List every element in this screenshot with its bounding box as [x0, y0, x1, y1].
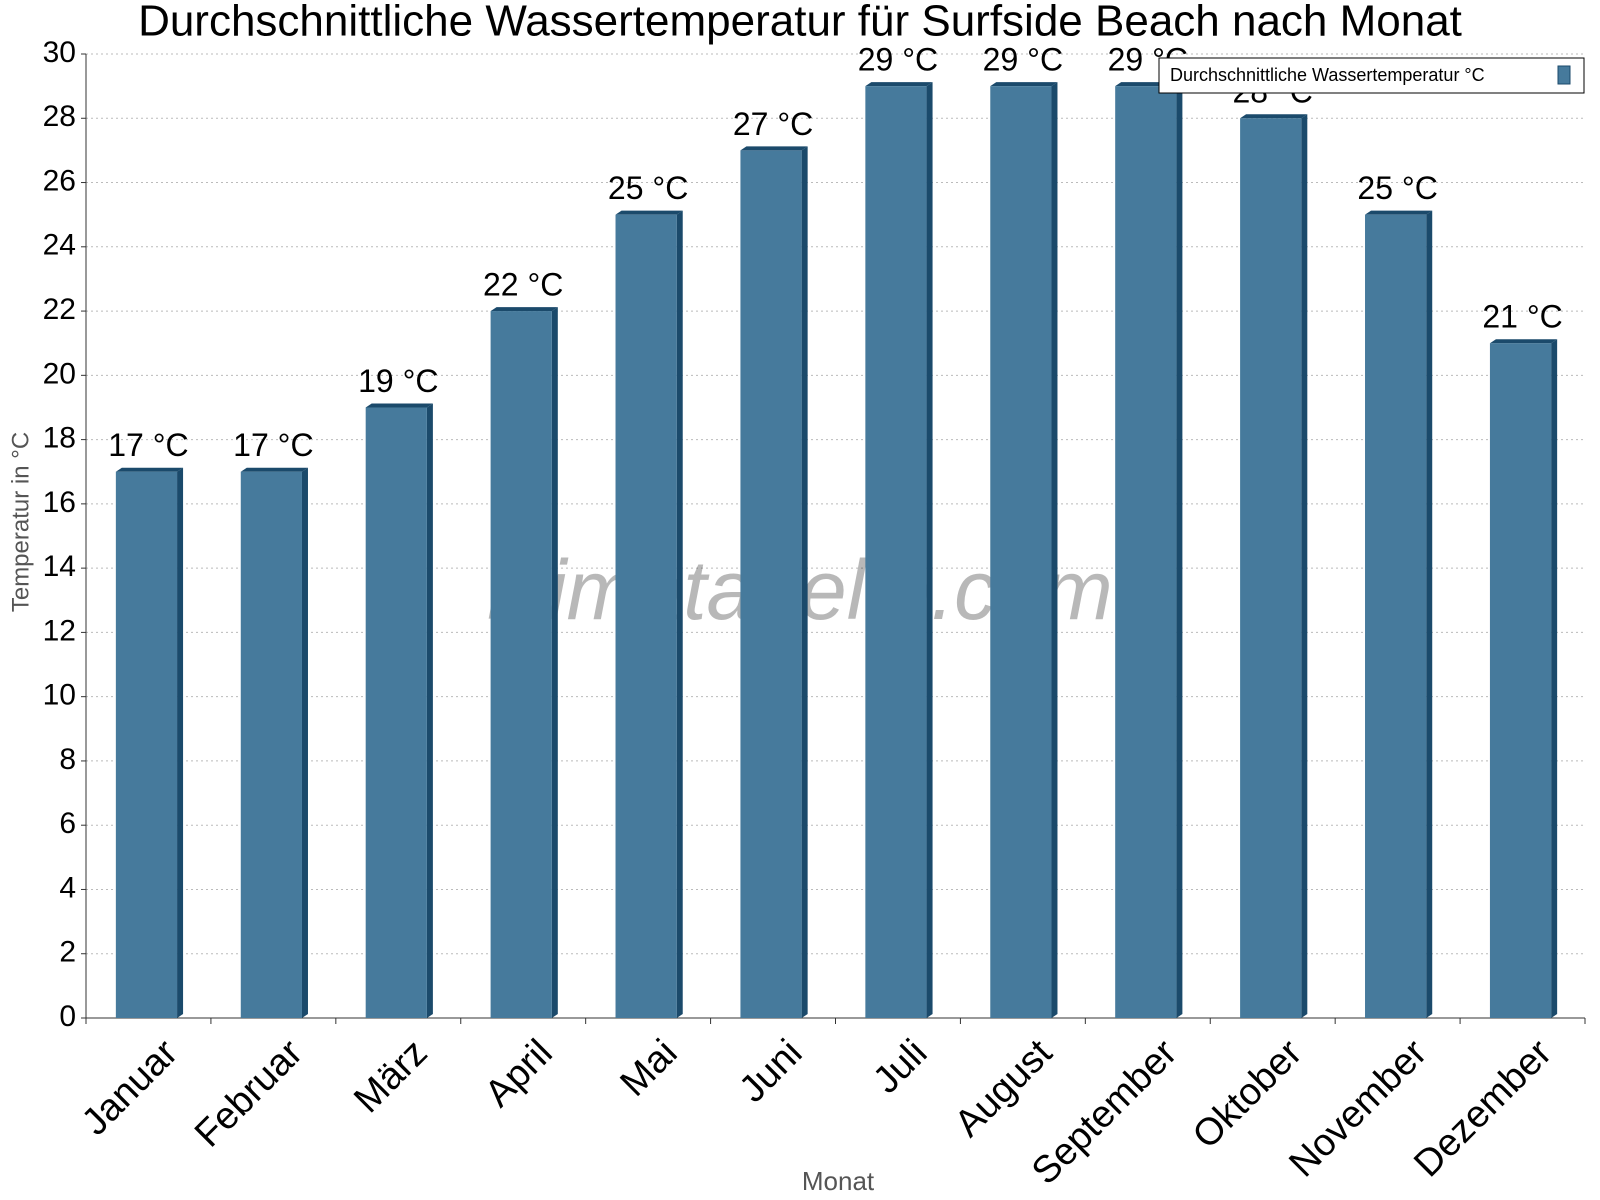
bar	[115, 471, 178, 1018]
bar	[1365, 214, 1427, 1018]
data-label: 21 °C	[1482, 299, 1562, 335]
x-tick-label: August	[947, 1031, 1061, 1145]
bar-top	[365, 403, 433, 408]
y-tick-label: 22	[43, 293, 76, 326]
data-label: 17 °C	[233, 427, 313, 463]
bar-top	[615, 210, 683, 215]
y-tick-label: 10	[43, 679, 76, 712]
chart-title: Durchschnittliche Wassertemperatur für S…	[138, 0, 1462, 46]
bar-side	[301, 467, 308, 1018]
data-label: 27 °C	[733, 106, 813, 142]
data-label: 29 °C	[858, 42, 938, 78]
bar-top	[240, 467, 308, 472]
data-label: 19 °C	[358, 363, 438, 399]
bar-top	[1489, 339, 1558, 344]
y-tick-label: 20	[43, 357, 76, 390]
y-tick-label: 24	[43, 229, 76, 262]
x-tick-label: März	[346, 1032, 435, 1121]
bar	[615, 214, 677, 1018]
legend: Durchschnittliche Wassertemperatur °C	[1158, 57, 1585, 94]
bar-side	[926, 82, 933, 1019]
bar-side	[1426, 210, 1433, 1018]
y-tick-label: 30	[43, 36, 76, 69]
bar	[865, 86, 927, 1019]
x-tick-label: April	[477, 1032, 560, 1115]
bar-top	[865, 82, 933, 87]
bar-top	[115, 467, 184, 472]
bar-top	[740, 146, 808, 151]
data-label: 17 °C	[108, 427, 188, 463]
x-tick-label: Juni	[732, 1032, 811, 1111]
y-tick-label: 18	[43, 422, 76, 455]
x-tick-label: Mai	[613, 1032, 686, 1105]
bar-side	[1051, 82, 1058, 1019]
bar	[365, 407, 427, 1018]
legend-swatch	[1557, 65, 1571, 85]
bar-side	[801, 146, 808, 1018]
legend-box	[1158, 57, 1585, 94]
bar-top	[1365, 210, 1433, 215]
bar-top	[1240, 114, 1308, 119]
legend-label: Durchschnittliche Wassertemperatur °C	[1170, 65, 1485, 85]
bar-top	[990, 82, 1058, 87]
y-tick-label: 0	[59, 1000, 76, 1033]
y-tick-label: 26	[43, 164, 76, 197]
bar-side	[426, 403, 433, 1018]
y-tick-label: 2	[59, 936, 76, 969]
x-tick-label: Juli	[865, 1032, 935, 1102]
bar	[1240, 118, 1302, 1019]
y-tick-label: 12	[43, 614, 76, 647]
y-tick-label: 16	[43, 486, 76, 519]
y-tick-label: 6	[59, 807, 76, 840]
y-tick-label: 28	[43, 100, 76, 133]
bar-side	[1176, 82, 1183, 1019]
bar-side	[177, 467, 184, 1018]
y-tick-label: 4	[59, 871, 76, 904]
bar	[740, 150, 802, 1018]
data-label: 29 °C	[983, 42, 1063, 78]
bar	[1115, 86, 1177, 1019]
bar-side	[676, 210, 683, 1018]
y-axis-label: Temperatur in °C	[7, 432, 34, 612]
y-tick-label: 8	[59, 743, 76, 776]
bar-side	[1301, 114, 1308, 1019]
bar	[490, 311, 552, 1019]
bar	[240, 471, 302, 1018]
bar-top	[490, 307, 558, 312]
bar-side	[1551, 339, 1558, 1018]
x-tick-label: Dezember	[1406, 1032, 1560, 1186]
x-tick-label: Januar	[74, 1032, 186, 1144]
y-tick-label: 14	[43, 550, 76, 583]
bar	[1489, 343, 1552, 1018]
data-label: 25 °C	[608, 170, 688, 206]
x-tick-label: Februar	[187, 1032, 311, 1156]
x-axis-label: Monat	[802, 1166, 875, 1196]
data-label: 25 °C	[1357, 170, 1437, 206]
data-label: 22 °C	[483, 267, 563, 303]
bar-side	[551, 307, 558, 1019]
bar	[990, 86, 1052, 1019]
x-tick-label: Oktober	[1185, 1032, 1311, 1158]
